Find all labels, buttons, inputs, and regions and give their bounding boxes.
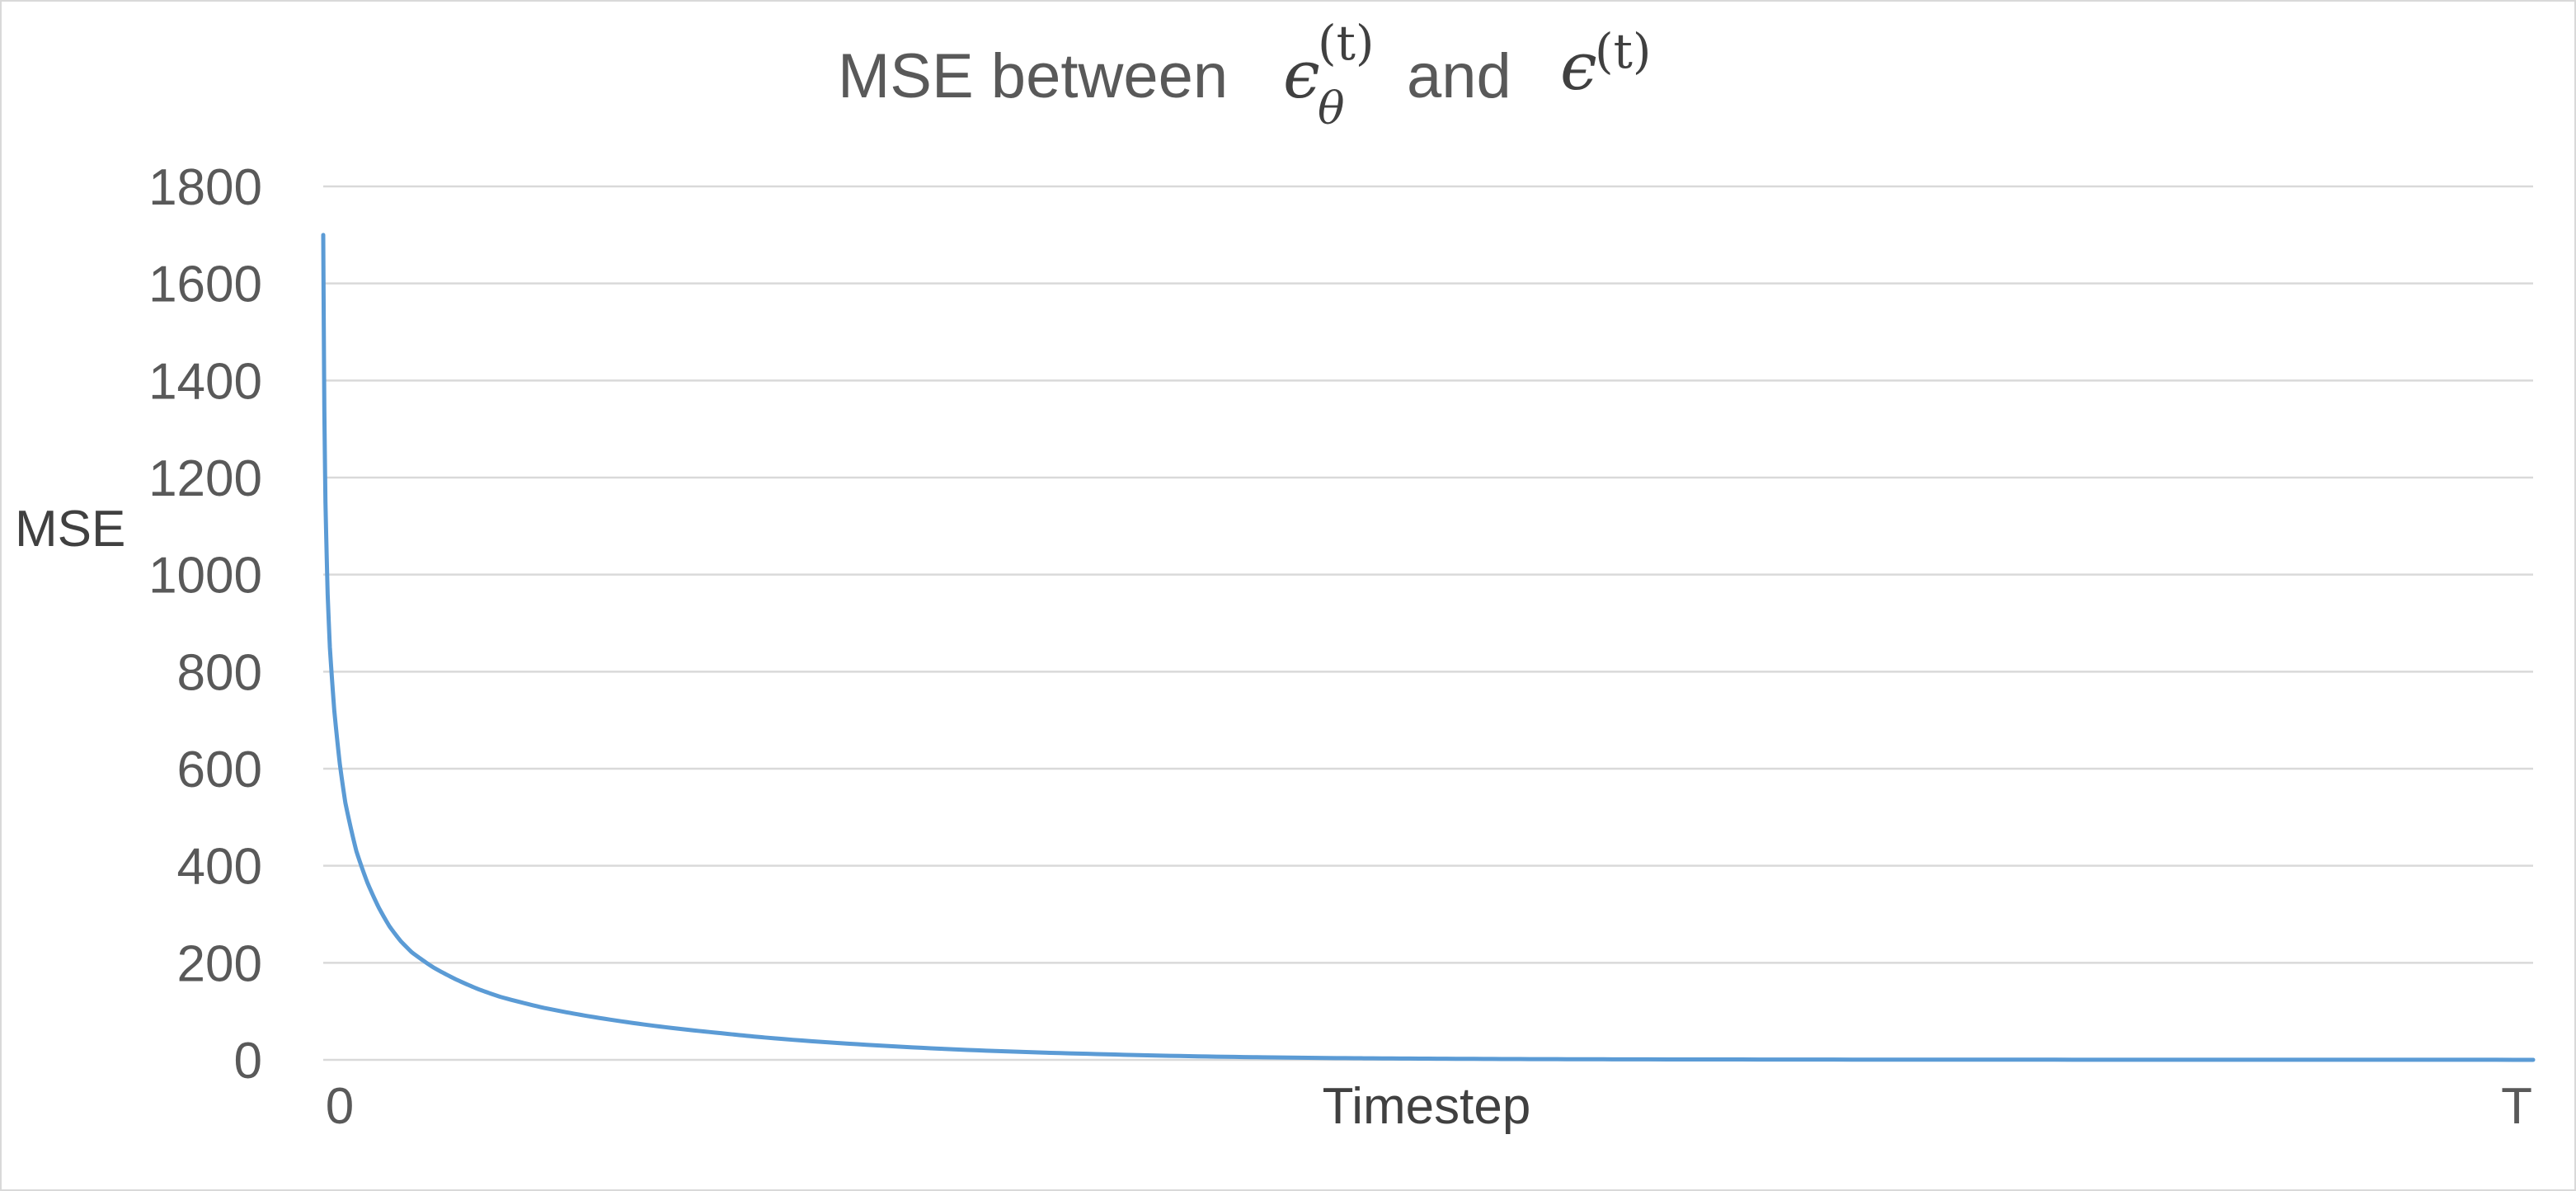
y-axis-ticks: 0 200 400 600 800 1000 1200 1400 1600 1800	[148, 159, 262, 1090]
x-tick-label: 0	[326, 1078, 354, 1135]
y-tick-label: 1400	[148, 353, 262, 410]
y-tick-label: 1200	[148, 450, 262, 507]
chart-title-conjunction: and	[1407, 41, 1511, 111]
y-tick-label: 0	[234, 1033, 262, 1090]
y-tick-label: 200	[177, 935, 262, 992]
x-axis-label: Timestep	[1323, 1078, 1531, 1135]
chart-title-term2-sup: (t)	[1595, 23, 1652, 79]
chart-title-term1-sup: (t)	[1318, 15, 1375, 71]
chart-title-term2-base: ϵ	[1560, 28, 1597, 105]
chart-title-prefix: MSE between	[838, 41, 1228, 111]
y-tick-label: 600	[177, 741, 262, 798]
y-axis-label: MSE	[15, 501, 125, 558]
chart-title-term1-base: ϵ	[1283, 36, 1320, 113]
chart-title: MSE between ϵ θ (t) and ϵ (t)	[838, 15, 1652, 134]
series-line	[321, 233, 2536, 1062]
y-tick-label: 1600	[148, 257, 262, 313]
gridlines	[323, 185, 2533, 1062]
series-group	[321, 233, 2536, 1062]
y-tick-label: 400	[177, 839, 262, 896]
x-tick-label: T	[2501, 1078, 2532, 1135]
y-tick-label: 800	[177, 644, 262, 701]
y-tick-label: 1800	[148, 159, 262, 216]
y-tick-label: 1000	[148, 548, 262, 605]
chart-title-term1-sub: θ	[1318, 82, 1345, 134]
